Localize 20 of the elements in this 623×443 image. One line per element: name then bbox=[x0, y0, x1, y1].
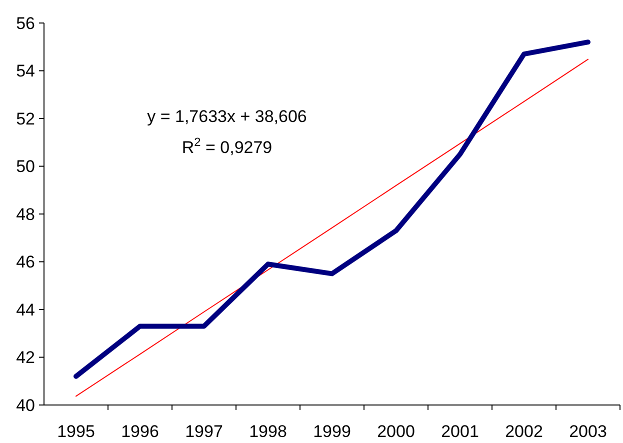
y-tick-label: 40 bbox=[16, 396, 35, 415]
annotation: R$^{2}$ = 0,9279 bbox=[182, 135, 272, 157]
x-tick-label: 2003 bbox=[569, 422, 607, 441]
y-tick-label: 50 bbox=[16, 157, 35, 176]
x-tick-label: 1999 bbox=[313, 422, 351, 441]
y-tick-label: 56 bbox=[16, 14, 35, 33]
x-tick-label: 2002 bbox=[505, 422, 543, 441]
y-tick-label: 48 bbox=[16, 204, 35, 224]
y-tick-label: 42 bbox=[16, 348, 35, 368]
y-tick-label: 44 bbox=[16, 300, 35, 320]
x-tick-label: 1997 bbox=[185, 422, 223, 441]
y-tick-label: 54 bbox=[16, 62, 35, 81]
y-tick-label: 46 bbox=[16, 252, 35, 272]
x-tick-label: 1996 bbox=[121, 422, 159, 441]
y-tick-label: 52 bbox=[16, 109, 35, 128]
annotation: y = 1,7633x + 38,606 bbox=[147, 107, 307, 126]
x-tick-label: 2000 bbox=[377, 422, 415, 441]
x-tick-label: 1995 bbox=[57, 422, 95, 441]
x-tick-label: 1998 bbox=[249, 422, 287, 441]
x-tick-label: 2001 bbox=[441, 422, 479, 441]
